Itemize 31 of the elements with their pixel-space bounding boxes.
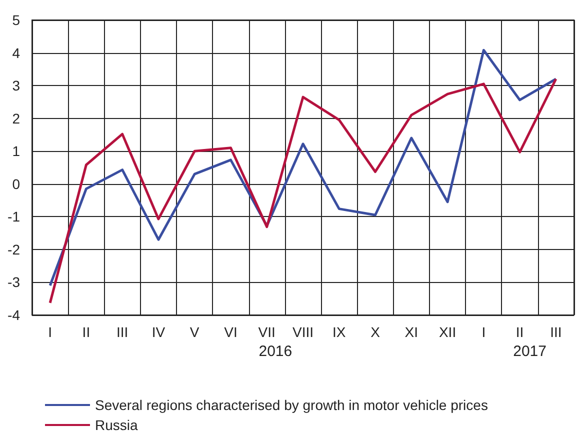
- legend-label: Several regions characterised by growth in motor vehicle prices: [95, 397, 488, 413]
- y-tick-label: 2: [12, 110, 20, 126]
- y-tick-label: -1: [8, 208, 20, 225]
- x-tick-label: VII: [258, 324, 276, 340]
- x-tick-label: III: [116, 324, 128, 340]
- x-tick-label: II: [516, 324, 524, 340]
- y-tick-label: 5: [12, 12, 20, 28]
- x-tick-label: I: [482, 324, 486, 340]
- x-tick-label: I: [48, 324, 52, 340]
- y-tick-label: 3: [12, 78, 20, 94]
- x-tick-label: VIII: [292, 324, 314, 340]
- x-tick-label: VI: [224, 324, 238, 340]
- text: 2017: [513, 343, 546, 360]
- x-tick-label: X: [370, 324, 381, 340]
- y-tick-label: 0: [12, 176, 20, 192]
- x-tick-label: II: [82, 324, 90, 340]
- x-tick-label: IV: [152, 324, 166, 340]
- y-tick-label: -2: [8, 241, 20, 258]
- line-series: [48, 48, 558, 287]
- y-tick-label: 4: [12, 44, 20, 61]
- legend-label: Russia: [95, 417, 138, 433]
- x-tick-label: V: [190, 324, 200, 340]
- x-tick-label: IX: [332, 324, 346, 340]
- y-tick-label: -3: [8, 274, 20, 290]
- x-tick-label: XII: [438, 324, 456, 340]
- text: 2016: [258, 343, 292, 360]
- x-tick-label: XI: [404, 324, 418, 340]
- x-tick-label: III: [550, 324, 562, 340]
- y-tick-label: 1: [12, 143, 20, 160]
- y-tick-label: -4: [8, 307, 20, 323]
- line-series: [48, 78, 558, 304]
